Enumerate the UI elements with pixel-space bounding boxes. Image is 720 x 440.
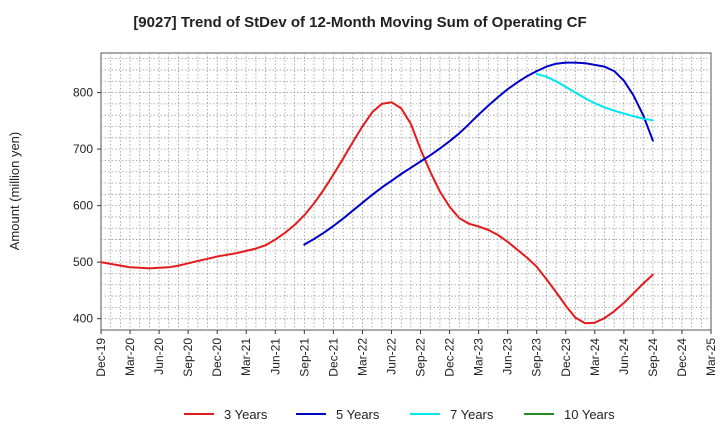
x-tick-label: Sep-21: [297, 338, 311, 377]
x-tick-label: Dec-19: [94, 338, 108, 377]
x-tick-label: Jun-24: [617, 338, 631, 375]
series-line-3-years: [100, 101, 654, 325]
x-tick-label: Mar-21: [239, 338, 253, 376]
series-layer: [100, 61, 654, 325]
x-axis: Dec-19 Mar-20 Jun-20 Sep-20 Dec-20 Mar-21 Jun-…: [94, 330, 718, 377]
x-tick-label: Sep-20: [181, 338, 195, 377]
x-tick-label: Mar-20: [123, 338, 137, 376]
grid-layer: [101, 53, 711, 330]
x-tick-label: Dec-22: [443, 338, 457, 377]
x-tick-label: Mar-22: [355, 338, 369, 376]
x-tick-label: Dec-23: [559, 338, 573, 377]
x-tick-label: Jun-23: [501, 338, 515, 375]
y-axis: 400 500 600 700 800: [73, 86, 101, 326]
y-tick-label: 800: [73, 86, 93, 100]
y-axis-title: Amount (million yen): [7, 132, 22, 251]
x-tick-label: Dec-21: [326, 338, 340, 377]
x-tick-label: Mar-24: [588, 338, 602, 376]
legend-label: 7 Years: [450, 407, 494, 422]
x-tick-label: Jun-22: [384, 338, 398, 375]
x-tick-label: Jun-21: [268, 338, 282, 375]
legend: 3 Years 5 Years 7 Years 10 Years: [184, 407, 615, 422]
series-line-5-years: [303, 61, 654, 246]
legend-label: 3 Years: [224, 407, 268, 422]
x-tick-label: Dec-20: [210, 338, 224, 377]
x-tick-label: Sep-22: [414, 338, 428, 377]
y-tick-label: 500: [73, 255, 93, 269]
x-tick-label: Sep-23: [530, 338, 544, 377]
y-tick-label: 700: [73, 142, 93, 156]
y-tick-label: 400: [73, 312, 93, 326]
legend-label: 5 Years: [336, 407, 380, 422]
plot-area: [100, 52, 712, 331]
x-tick-label: Jun-20: [152, 338, 166, 375]
x-tick-label: Mar-25: [704, 338, 718, 376]
chart-title: [9027] Trend of StDev of 12-Month Moving…: [133, 14, 587, 31]
x-tick-label: Mar-23: [472, 338, 486, 376]
x-tick-label: Dec-24: [675, 338, 689, 377]
legend-label: 10 Years: [564, 407, 615, 422]
series-line-7-years: [535, 72, 654, 122]
y-tick-label: 600: [73, 199, 93, 213]
x-tick-label: Sep-24: [646, 338, 660, 377]
